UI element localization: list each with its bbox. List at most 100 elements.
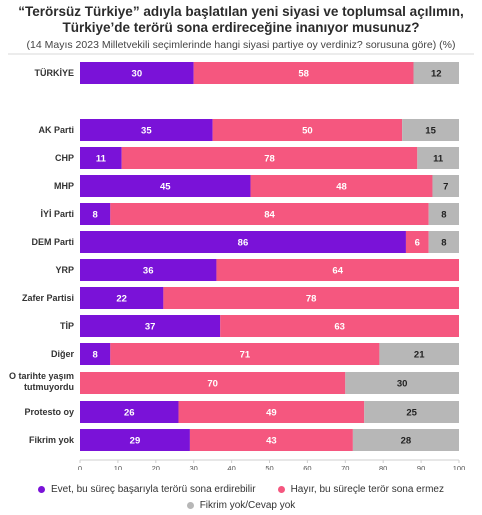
bar-value-label: 78 <box>264 154 275 165</box>
bar-segment-no <box>178 401 365 423</box>
bar-value-label: 7 <box>443 182 448 193</box>
bar-value-label: 50 <box>302 126 313 137</box>
bar-segment-no <box>405 231 429 253</box>
bar-segment-no <box>80 372 346 394</box>
bar-value-label: 8 <box>441 238 446 249</box>
category-label: Diğer <box>51 349 75 359</box>
bar-segment-no <box>193 62 414 84</box>
bar-segment-dk <box>364 401 459 423</box>
x-tick-label: 30 <box>190 464 198 470</box>
bar-segment-yes <box>80 401 179 423</box>
legend-row-1: Evet, bu süreç başarıyla terörü sona erd… <box>0 484 482 495</box>
bar-segment-no <box>110 343 380 365</box>
bar-segment-yes <box>80 287 164 309</box>
bar-segment-yes <box>80 119 213 141</box>
bar-segment-no <box>163 287 459 309</box>
bar-segment-yes <box>80 175 251 197</box>
bar-segment-dk <box>345 372 459 394</box>
x-tick-label: 70 <box>341 464 349 470</box>
bar-segment-dk <box>432 175 459 197</box>
bar-segment-yes <box>80 429 190 451</box>
x-tick-label: 40 <box>227 464 235 470</box>
bar-segment-dk <box>413 62 459 84</box>
bar-value-label: 35 <box>141 126 152 137</box>
bar-value-label: 63 <box>334 322 345 333</box>
bar-value-label: 37 <box>145 322 156 333</box>
bar-value-label: 70 <box>207 379 218 390</box>
category-label: Protesto oy <box>24 407 74 417</box>
bar-value-label: 78 <box>306 294 317 305</box>
category-label: DEM Parti <box>31 237 74 247</box>
legend-item-no: Hayır, bu süreçle terör sona ermez <box>277 484 444 495</box>
bar-value-label: 58 <box>298 69 309 80</box>
bar-value-label: 6 <box>415 238 420 249</box>
bar-value-label: 22 <box>116 294 127 305</box>
bar-value-label: 26 <box>124 408 135 419</box>
x-tick-label: 100 <box>453 464 466 470</box>
category-label: İYİ Parti <box>40 209 74 219</box>
bar-value-label: 15 <box>425 126 436 137</box>
bar-segment-no <box>189 429 353 451</box>
category-label: Zafer Partisi <box>22 293 74 303</box>
category-label: O tarihte yaşım tutmuyordu <box>9 371 74 392</box>
bar-value-label: 45 <box>160 182 171 193</box>
bar-segment-dk <box>428 231 459 253</box>
bar-value-label: 8 <box>93 210 98 221</box>
bar-segment-dk <box>379 343 459 365</box>
bar-segment-yes <box>80 203 111 225</box>
legend-dot-dk <box>186 502 194 509</box>
x-tick-label: 50 <box>265 464 273 470</box>
bar-value-label: 71 <box>240 350 251 361</box>
x-tick-label: 10 <box>114 464 122 470</box>
x-tick-label: 60 <box>303 464 311 470</box>
legend-label-yes: Evet, bu süreç başarıyla terörü sona erd… <box>51 484 256 495</box>
chart-title-line-2: Türkiye’de terörü sona erdireceğine inan… <box>62 20 420 35</box>
category-label: TÜRKİYE <box>34 68 74 78</box>
category-label: CHP <box>55 153 74 163</box>
bar-segment-dk <box>417 147 459 169</box>
bar-segment-no <box>121 147 418 169</box>
category-label: Fikrim yok <box>29 435 75 445</box>
bar-value-label: 8 <box>441 210 446 221</box>
bar-value-label: 11 <box>96 154 107 165</box>
bar-value-label: 11 <box>433 154 444 165</box>
chart-subtitle: (14 Mayıs 2023 Milletvekili seçimlerinde… <box>26 39 456 51</box>
x-tick-label: 90 <box>417 464 425 470</box>
bar-segment-no <box>212 119 403 141</box>
bar-value-label: 30 <box>132 69 143 80</box>
bar-value-label: 28 <box>401 436 412 447</box>
bar-value-label: 36 <box>143 266 154 277</box>
bar-value-label: 64 <box>332 266 343 277</box>
bar-value-label: 8 <box>93 350 98 361</box>
bar-segment-dk <box>428 203 459 225</box>
bar-segment-yes <box>80 147 122 169</box>
stacked-bar-chart: TÜRKİYE AK Parti CHP MHP İYİ Parti DEM Parti Y… <box>8 53 474 470</box>
bar-value-label: 29 <box>130 436 141 447</box>
category-label: YRP <box>55 265 74 275</box>
bar-segment-dk <box>352 429 459 451</box>
x-tick-label: 0 <box>78 464 82 470</box>
legend-dot-yes <box>38 486 46 493</box>
chart-title-line-1: “Terörsüz Türkiye” adıyla başlatılan yen… <box>18 4 464 19</box>
bar-segment-no <box>216 259 459 281</box>
legend-dot-no <box>277 486 285 493</box>
bar-value-label: 49 <box>266 408 277 419</box>
bar-segment-dk <box>402 119 459 141</box>
category-label: MHP <box>54 181 74 191</box>
bar-value-label: 12 <box>431 69 442 80</box>
bar-value-label: 43 <box>266 436 277 447</box>
legend-label-no: Hayır, bu süreçle terör sona ermez <box>290 484 444 495</box>
bar-value-label: 25 <box>406 408 417 419</box>
bar-segment-yes <box>80 259 217 281</box>
bar-value-label: 48 <box>336 182 347 193</box>
bar-segment-no <box>110 203 429 225</box>
x-tick-label: 20 <box>152 464 160 470</box>
legend-row-2: Fikrim yok/Cevap yok <box>0 500 482 511</box>
legend-item-yes: Evet, bu süreç başarıyla terörü sona erd… <box>38 484 256 495</box>
bar-value-label: 21 <box>414 350 425 361</box>
legend-label-dk: Fikrim yok/Cevap yok <box>199 500 296 511</box>
bar-segment-yes <box>80 315 221 337</box>
bar-value-label: 30 <box>397 379 408 390</box>
bar-segment-no <box>220 315 459 337</box>
